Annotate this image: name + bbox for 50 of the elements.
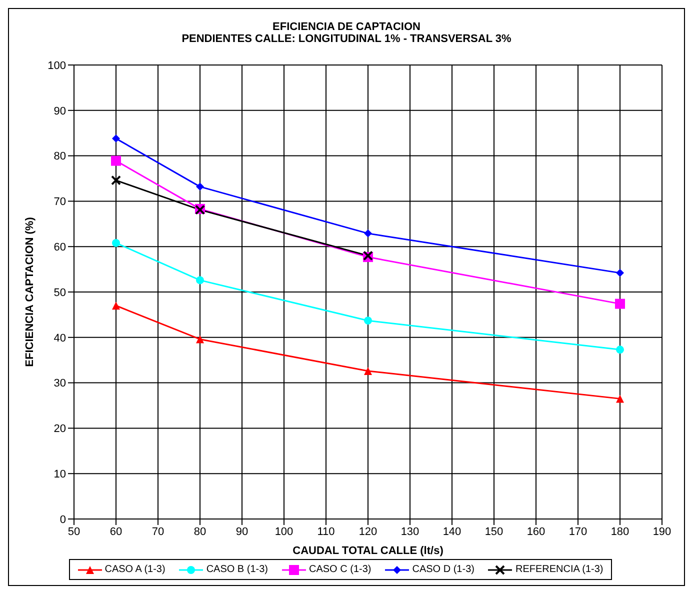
chart-title: EFICIENCIA DE CAPTACION	[272, 21, 422, 33]
legend-label: CASO B (1-3)	[206, 564, 268, 575]
point	[112, 302, 120, 310]
x-tick-label: 70	[152, 526, 164, 538]
x-tick-label: 190	[652, 526, 672, 538]
chart-subtitle: PENDIENTES CALLE: LONGITUDINAL 1% - TRANSVERSAL 3%	[180, 33, 512, 45]
legend-label: CASO C (1-3)	[309, 564, 372, 575]
point	[196, 276, 204, 284]
x-tick-label: 180	[610, 526, 630, 538]
point	[616, 394, 624, 403]
x-tick-label: 160	[526, 526, 546, 538]
point	[616, 346, 624, 354]
y-tick-label: 80	[54, 150, 66, 163]
x-tick-label: 130	[400, 526, 420, 538]
legend-label: REFERENCIA (1-3)	[515, 564, 604, 575]
point	[364, 366, 372, 375]
y-axis-title: EFICIENCIA CAPTACION (%)	[24, 216, 36, 367]
y-tick-label: 30	[54, 378, 66, 390]
x-tick-label: 100	[274, 526, 294, 538]
point	[112, 134, 120, 143]
x-axis-title: CAUDAL TOTAL CALLE (lt/s)	[292, 545, 444, 557]
y-tick-label: 100	[48, 60, 66, 72]
x-tick-label: 60	[110, 526, 122, 538]
point	[364, 316, 372, 325]
point	[196, 335, 204, 344]
point	[111, 175, 121, 186]
legend-label: CASO D (1-3)	[412, 564, 474, 575]
point	[111, 156, 121, 166]
point	[364, 229, 372, 238]
y-tick-label: 10	[54, 468, 66, 481]
y-tick-label: 20	[54, 423, 66, 436]
point	[112, 238, 120, 247]
y-tick-label: 70	[54, 196, 66, 208]
point	[616, 268, 624, 277]
y-tick-label: 60	[54, 242, 66, 254]
x-tick-label: 50	[68, 526, 80, 538]
x-tick-label: 120	[358, 526, 378, 538]
x-tick-label: 150	[484, 526, 504, 538]
point	[196, 182, 204, 191]
point	[615, 298, 625, 309]
y-tick-label: 0	[60, 514, 66, 526]
x-tick-label: 110	[317, 526, 335, 538]
legend-label: CASO A (1-3)	[104, 564, 166, 575]
x-tick-label: 90	[236, 526, 248, 538]
x-tick-label: 170	[568, 526, 588, 538]
x-tick-label: 140	[442, 526, 462, 538]
y-tick-label: 50	[54, 286, 66, 299]
y-tick-label: 90	[54, 105, 66, 118]
y-tick-label: 40	[54, 332, 66, 344]
x-tick-label: 80	[194, 526, 206, 538]
